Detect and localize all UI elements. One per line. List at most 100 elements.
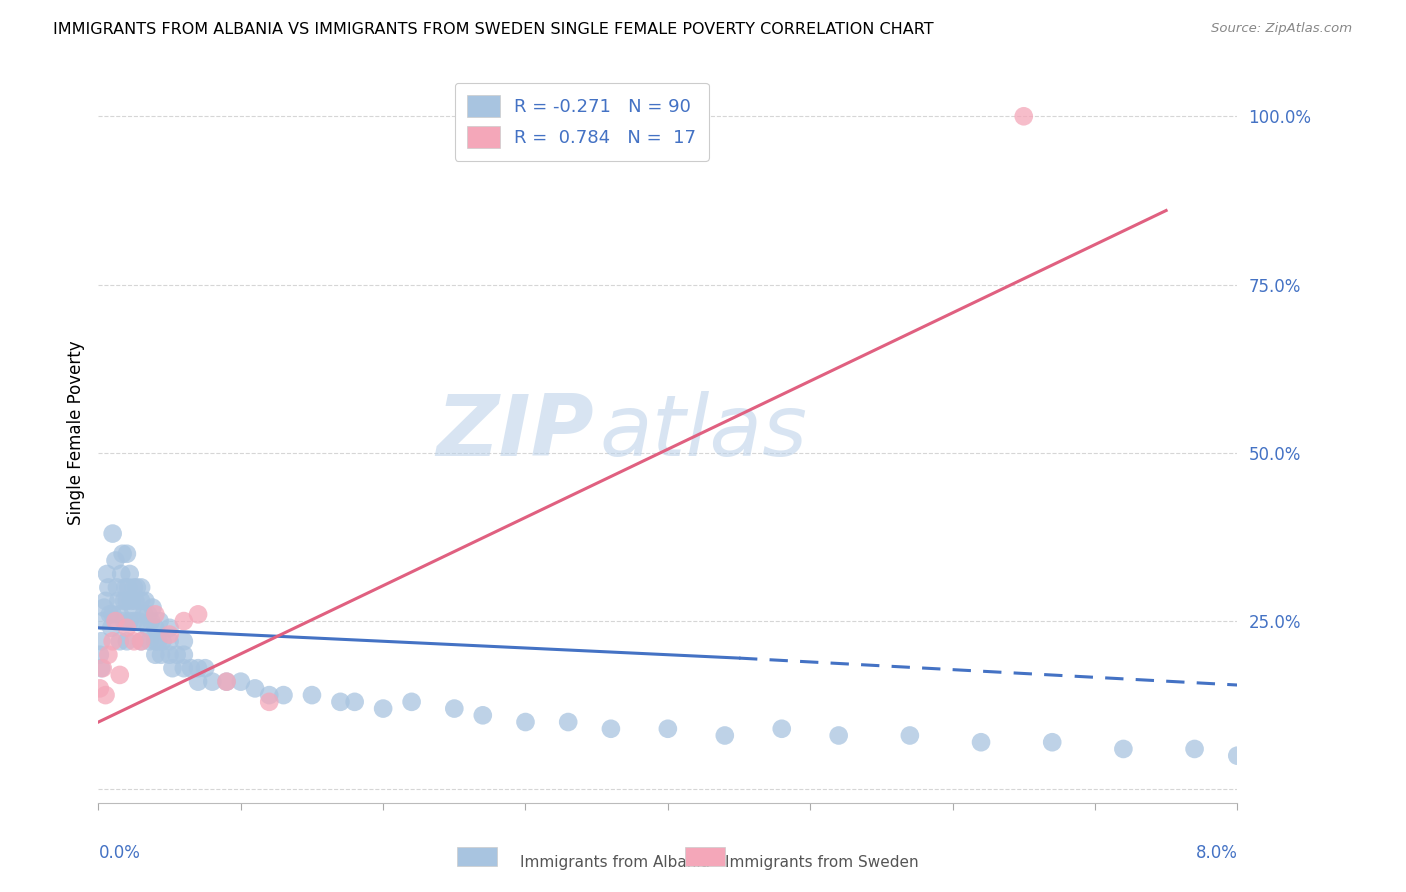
Point xyxy=(97,581,120,595)
Point xyxy=(90,634,112,648)
Point xyxy=(194,661,217,675)
Point xyxy=(515,714,537,729)
Point xyxy=(115,634,138,648)
Point xyxy=(127,614,149,628)
Point xyxy=(145,648,167,662)
Point xyxy=(557,714,579,729)
Point xyxy=(125,581,148,595)
Point xyxy=(108,668,131,682)
Point xyxy=(159,634,181,648)
Point xyxy=(187,674,209,689)
Point xyxy=(159,648,181,662)
Point xyxy=(970,735,993,749)
Text: atlas: atlas xyxy=(599,391,807,475)
Point xyxy=(471,708,494,723)
Point xyxy=(136,607,159,622)
Point xyxy=(173,614,195,628)
Point xyxy=(98,607,121,622)
Point xyxy=(118,566,141,581)
Point xyxy=(108,607,131,622)
Point xyxy=(115,594,138,608)
Point xyxy=(159,621,181,635)
Point xyxy=(97,648,120,662)
Point xyxy=(401,695,423,709)
Point xyxy=(101,526,124,541)
Point xyxy=(122,634,145,648)
Point xyxy=(770,722,793,736)
Point xyxy=(108,634,131,648)
Point xyxy=(329,695,352,709)
Y-axis label: Single Female Poverty: Single Female Poverty xyxy=(66,341,84,524)
Point xyxy=(138,634,160,648)
Point xyxy=(110,566,132,581)
Point xyxy=(149,614,172,628)
Point xyxy=(117,581,139,595)
Point xyxy=(91,614,114,628)
Text: 0.0%: 0.0% xyxy=(98,844,141,862)
Point xyxy=(243,681,266,696)
Point xyxy=(129,634,152,648)
Point xyxy=(714,729,737,743)
Point xyxy=(259,695,281,709)
Point xyxy=(89,681,111,696)
Text: IMMIGRANTS FROM ALBANIA VS IMMIGRANTS FROM SWEDEN SINGLE FEMALE POVERTY CORRELAT: IMMIGRANTS FROM ALBANIA VS IMMIGRANTS FR… xyxy=(53,22,934,37)
Point xyxy=(657,722,679,736)
Point xyxy=(301,688,323,702)
Point xyxy=(159,627,181,641)
Point xyxy=(129,594,152,608)
Point xyxy=(96,566,118,581)
Point xyxy=(89,648,111,662)
Point xyxy=(173,634,195,648)
Point xyxy=(107,594,129,608)
Point xyxy=(129,581,152,595)
Point xyxy=(136,621,159,635)
Point xyxy=(215,674,238,689)
Point xyxy=(259,688,281,702)
Point xyxy=(112,594,135,608)
Point xyxy=(115,621,138,635)
Point xyxy=(124,594,146,608)
Point xyxy=(828,729,851,743)
Text: Immigrants from Sweden: Immigrants from Sweden xyxy=(725,855,918,870)
Point xyxy=(1184,742,1206,756)
Point xyxy=(343,695,366,709)
Point xyxy=(90,661,112,675)
Point xyxy=(94,688,117,702)
Point xyxy=(1040,735,1063,749)
Point xyxy=(600,722,623,736)
FancyBboxPatch shape xyxy=(457,847,498,866)
Point xyxy=(371,701,394,715)
Point xyxy=(132,607,155,622)
Point xyxy=(187,607,209,622)
Point xyxy=(145,634,167,648)
Point xyxy=(122,581,145,595)
Point xyxy=(145,621,167,635)
Text: Immigrants from Albania: Immigrants from Albania xyxy=(520,855,710,870)
Point xyxy=(148,634,170,648)
Point xyxy=(173,648,195,662)
Point xyxy=(118,614,141,628)
Point xyxy=(134,594,156,608)
Point xyxy=(229,674,252,689)
Point xyxy=(215,674,238,689)
Point xyxy=(101,607,124,622)
Point xyxy=(162,661,184,675)
FancyBboxPatch shape xyxy=(685,847,725,866)
Point xyxy=(150,648,173,662)
Point xyxy=(100,621,122,635)
Point xyxy=(141,600,163,615)
Point xyxy=(93,600,115,615)
Point xyxy=(91,661,114,675)
Point xyxy=(173,661,195,675)
Point xyxy=(104,553,127,567)
Point xyxy=(111,547,134,561)
Point xyxy=(105,581,128,595)
Point xyxy=(121,600,143,615)
Point xyxy=(139,614,162,628)
Point xyxy=(273,688,295,702)
Text: 8.0%: 8.0% xyxy=(1195,844,1237,862)
Point xyxy=(122,614,145,628)
Point xyxy=(1012,109,1035,123)
Point xyxy=(898,729,921,743)
Point xyxy=(145,607,167,622)
